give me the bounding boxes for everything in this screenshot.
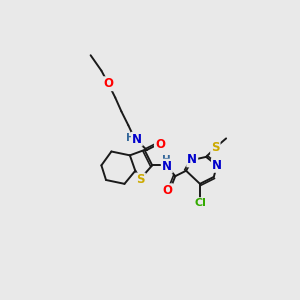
Text: Cl: Cl — [194, 198, 206, 208]
Text: N: N — [132, 133, 142, 146]
Text: O: O — [103, 77, 113, 90]
Text: O: O — [163, 184, 172, 197]
Text: S: S — [211, 141, 220, 154]
Text: H: H — [126, 134, 135, 143]
Text: N: N — [212, 159, 222, 172]
Text: S: S — [136, 173, 145, 187]
Text: N: N — [187, 154, 197, 166]
Text: H: H — [162, 155, 170, 165]
Text: N: N — [162, 160, 172, 172]
Text: O: O — [155, 138, 165, 151]
